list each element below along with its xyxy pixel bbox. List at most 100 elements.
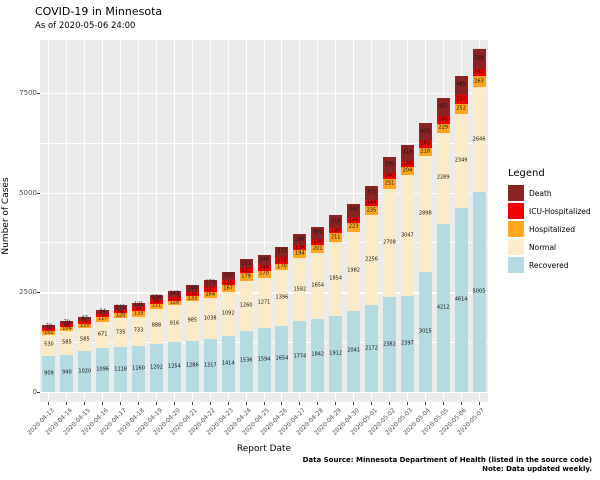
y-tick-label: 5000	[19, 188, 37, 197]
y-tick-label: 2500	[19, 288, 37, 297]
bar-segment-icu-hospitalized: 98	[149, 299, 163, 304]
segment-value-label: 1654	[311, 282, 325, 289]
gridline-vertical	[317, 40, 319, 402]
segment-value-label: 120	[115, 312, 126, 319]
segment-value-label: 1254	[168, 363, 181, 370]
segment-value-label: 1118	[114, 366, 127, 373]
bar-segment-normal: 1854	[329, 241, 343, 316]
segment-value-label: 419	[402, 149, 413, 156]
bar-segment-icu-hospitalized: 74	[78, 319, 92, 324]
x-tick-mark	[478, 402, 480, 405]
bar-segment-recovered: 1912	[329, 315, 343, 392]
bar-segment-death: 319	[329, 215, 343, 229]
bar-2020-05-01: 2172 2256 235 144 371	[365, 185, 379, 392]
segment-value-label: 75	[99, 311, 106, 318]
bar-segment-hospitalized: 120	[114, 312, 128, 319]
segment-value-label: 200	[223, 272, 233, 279]
segment-value-label: 244	[259, 256, 269, 263]
bar-2020-04-15: 1020 585 110 74 87	[78, 316, 92, 392]
x-tick-mark	[227, 402, 229, 405]
bar-segment-recovered: 1286	[185, 340, 199, 392]
segment-value-label: 180	[438, 116, 448, 123]
segment-value-label: 909	[44, 370, 54, 377]
legend-item-recovered: Recovered	[508, 257, 591, 273]
gridline-vertical	[138, 40, 140, 402]
bar-segment-normal: 2289	[436, 132, 450, 225]
segment-value-label: 1160	[132, 365, 145, 372]
x-tick-mark	[191, 402, 193, 405]
segment-value-label: 235	[366, 207, 377, 214]
segment-value-label: 1396	[275, 294, 289, 301]
bar-2020-04-29: 1912 1854 211 134 319	[329, 215, 343, 392]
segment-value-label: 138	[348, 216, 359, 223]
bar-segment-hospitalized: 204	[400, 166, 414, 175]
segment-value-label: 530	[44, 341, 54, 348]
legend: Legend Death ICU-Hospitalized Hospitaliz…	[508, 168, 591, 275]
x-tick-mark	[371, 402, 373, 405]
segment-value-label: 1536	[239, 357, 253, 364]
x-tick-mark	[406, 402, 408, 405]
segment-value-label: 143	[169, 290, 180, 297]
segment-value-label: 103	[169, 295, 180, 302]
y-tick-label: 7500	[19, 88, 37, 97]
gridline-vertical	[102, 40, 104, 402]
segment-value-label: 223	[348, 223, 359, 230]
segment-value-label: 160	[384, 172, 395, 179]
bar-segment-icu-hospitalized: 148	[257, 265, 271, 271]
x-axis-title: Report Date	[236, 444, 292, 454]
x-tick-mark	[102, 402, 104, 405]
segment-value-label: 110	[80, 322, 90, 329]
bar-segment-recovered: 1096	[96, 348, 110, 392]
bar-segment-recovered: 2382	[382, 297, 396, 392]
bar-segment-death: 179	[203, 279, 217, 287]
segment-value-label: 185	[420, 140, 431, 147]
bar-segment-death: 286	[293, 234, 307, 246]
bar-segment-normal: 2708	[382, 189, 396, 298]
gridline-vertical	[263, 40, 265, 402]
segment-value-label: 272	[277, 248, 287, 255]
bar-segment-icu-hospitalized: 138	[400, 161, 414, 167]
bar-segment-icu-hospitalized: 64	[42, 326, 56, 331]
segment-value-label: 201	[312, 245, 323, 252]
bar-segment-death: 485	[454, 75, 468, 96]
x-tick-mark	[66, 402, 68, 405]
bar-segment-icu-hospitalized: 180	[436, 116, 450, 124]
gridline-vertical	[209, 40, 211, 402]
segment-value-label: 508	[474, 55, 484, 62]
bar-segment-recovered: 1536	[239, 330, 253, 392]
x-tick-mark	[442, 402, 444, 405]
segment-value-label: 1020	[78, 368, 92, 375]
bar-segment-hospitalized: 111	[149, 303, 163, 309]
bar-segment-normal: 1271	[257, 277, 271, 329]
segment-value-label: 102	[44, 329, 54, 336]
bar-segment-hospitalized: 218	[418, 147, 432, 157]
normal-swatch-icon	[508, 239, 524, 255]
bar-segment-hospitalized: 167	[221, 285, 235, 293]
segment-value-label: 1092	[221, 310, 235, 317]
bar-segment-icu-hospitalized: 103	[167, 295, 181, 302]
segment-value-label: 4614	[454, 296, 468, 303]
bar-segment-icu-hospitalized: 134	[329, 227, 343, 234]
bar-segment-hospitalized: 170	[257, 270, 271, 278]
segment-value-label: 134	[330, 227, 341, 234]
chart-subtitle: As of 2020-05-06 24:00	[35, 21, 136, 31]
bar-2020-05-03: 2397 3047 204 138 419	[400, 144, 414, 392]
y-tick-label: 0	[32, 388, 37, 396]
segment-value-label: 131	[241, 267, 251, 274]
x-tick-mark	[263, 402, 265, 405]
bar-segment-death: 160	[185, 285, 199, 292]
bar-2020-04-28: 1842 1654 201 130 301	[311, 227, 325, 392]
gridline-vertical	[245, 40, 247, 402]
bar-segment-recovered: 1254	[167, 341, 181, 392]
segment-value-label: 286	[295, 236, 305, 243]
segment-value-label: 1594	[257, 356, 271, 363]
segment-value-label: 94	[99, 308, 106, 315]
bar-segment-normal: 585	[60, 331, 74, 355]
segment-value-label: 1202	[150, 364, 163, 371]
segment-value-label: 485	[456, 81, 466, 88]
bar-segment-normal: 985	[185, 301, 199, 341]
segment-value-label: 1260	[239, 302, 253, 309]
bar-2020-04-24: 1536 1260 179 131 221	[239, 259, 253, 392]
bar-segment-icu-hospitalized: 185	[418, 140, 432, 148]
